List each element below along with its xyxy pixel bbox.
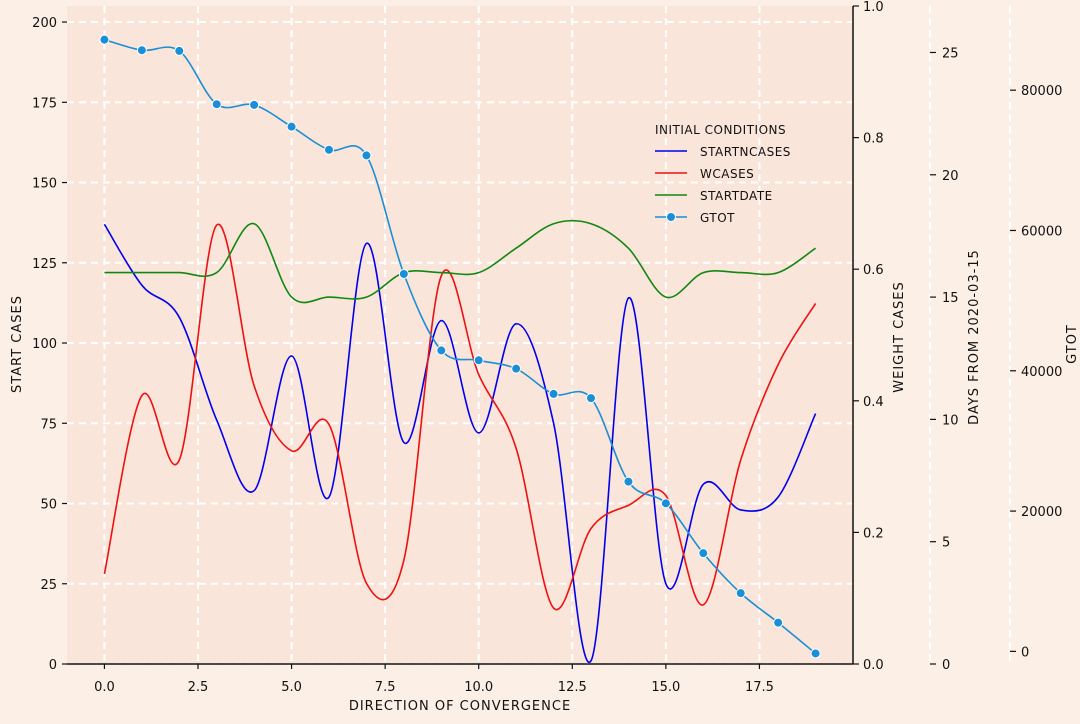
- series-line-wcases: [103, 223, 817, 611]
- data-point-gtot: [99, 34, 110, 45]
- data-point-gtot: [473, 355, 484, 366]
- data-point-gtot: [361, 150, 372, 161]
- legend-entry-wcases: WCASES: [655, 167, 754, 181]
- x-tick-label: 5.0: [281, 680, 302, 695]
- legend-label-wcases: WCASES: [700, 167, 754, 181]
- weight-cases-tick-label: 0.6: [863, 263, 884, 278]
- days-tick-label: 20: [942, 169, 959, 184]
- x-tick-label: 7.5: [375, 680, 396, 695]
- legend-entry-startdate: STARTDATE: [655, 189, 773, 203]
- x-axis-label: DIRECTION OF CONVERGENCE: [349, 699, 571, 714]
- data-point-gtot: [436, 345, 447, 356]
- start-cases-tick-label: 75: [40, 417, 57, 432]
- days-tick-label: 15: [942, 291, 959, 306]
- legend-marker-gtot: [666, 212, 676, 222]
- data-point-gtot: [773, 617, 784, 628]
- start-cases-tick-label: 150: [32, 177, 57, 192]
- data-point-gtot: [586, 393, 596, 404]
- gtot-tick-label: 0: [1021, 645, 1029, 660]
- start-cases-tick-label: 50: [40, 498, 57, 513]
- x-tick-label: 15.0: [651, 680, 680, 695]
- start-cases-tick-label: 100: [32, 337, 57, 352]
- axes-layer: 0.0 2.5 5.0 7.5 10.0 12.5 15.0 17.5025507510012…: [32, 0, 1062, 695]
- data-point-gtot: [548, 388, 559, 399]
- data-point-gtot: [249, 99, 260, 110]
- legend-label-gtot: GTOT: [700, 211, 735, 225]
- data-point-gtot: [136, 45, 147, 56]
- series-line-startdate: [104, 219, 817, 304]
- days-tick-label: 0: [942, 658, 950, 673]
- gtot-tick-label: 20000: [1021, 505, 1062, 520]
- data-point-gtot: [623, 476, 634, 487]
- data-point-gtot: [211, 99, 222, 110]
- series-line-gtot: [104, 38, 817, 655]
- gtot-tick-label: 40000: [1021, 365, 1062, 380]
- days-tick-label: 5: [942, 536, 950, 551]
- x-tick-label: 10.0: [464, 680, 493, 695]
- days-tick-label: 10: [942, 413, 959, 428]
- days-axis-label: DAYS FROM 2020-03-15: [967, 249, 982, 425]
- legend-entry-gtot: GTOT: [655, 211, 735, 225]
- data-point-gtot: [735, 588, 746, 599]
- legend-title: INITIAL CONDITIONS: [655, 123, 786, 137]
- gtot-axis-label: GTOT: [1065, 324, 1080, 364]
- data-point-gtot: [398, 268, 409, 279]
- data-point-gtot: [511, 363, 522, 374]
- weight-cases-axis-label: WEIGHT CASES: [892, 281, 907, 393]
- data-point-gtot: [174, 45, 185, 56]
- series-layer: [99, 34, 821, 664]
- x-tick-label: 17.5: [745, 680, 774, 695]
- x-tick-label: 0.0: [94, 680, 115, 695]
- start-cases-tick-label: 200: [32, 16, 57, 31]
- start-cases-tick-label: 125: [32, 257, 57, 272]
- start-cases-tick-label: 175: [32, 96, 57, 111]
- weight-cases-tick-label: 0.0: [863, 658, 884, 673]
- start-cases-axis-label: START CASES: [10, 295, 25, 393]
- weight-cases-tick-label: 0.8: [863, 132, 884, 147]
- start-cases-tick-label: 0: [49, 658, 57, 673]
- gtot-tick-label: 60000: [1021, 224, 1062, 239]
- weight-cases-tick-label: 0.2: [863, 526, 884, 541]
- plot-area: [67, 6, 853, 664]
- data-point-gtot: [810, 648, 821, 659]
- weight-cases-tick-label: 0.4: [863, 395, 884, 410]
- legend-label-startncases: STARTNCASES: [700, 145, 791, 159]
- data-point-gtot: [698, 548, 709, 559]
- data-point-gtot: [660, 498, 671, 509]
- days-tick-label: 25: [942, 46, 959, 61]
- legend: INITIAL CONDITIONS STARTNCASES WCASES ST…: [655, 123, 791, 225]
- data-point-gtot: [324, 144, 334, 155]
- weight-cases-tick-label: 1.0: [863, 0, 884, 15]
- x-tick-label: 2.5: [188, 680, 209, 695]
- start-cases-tick-label: 25: [40, 578, 57, 593]
- series-line-startncases: [103, 223, 817, 664]
- legend-label-startdate: STARTDATE: [700, 189, 773, 203]
- data-point-gtot: [286, 121, 297, 132]
- gtot-tick-label: 80000: [1021, 84, 1062, 99]
- legend-entry-startncases: STARTNCASES: [655, 145, 791, 159]
- x-tick-label: 12.5: [558, 680, 587, 695]
